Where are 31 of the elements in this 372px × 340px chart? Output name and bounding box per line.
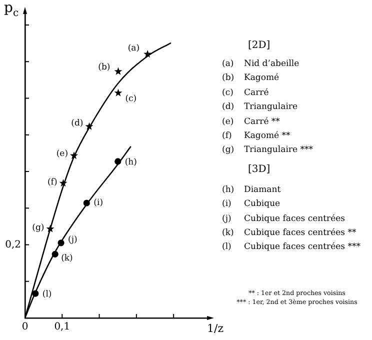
- annotation: (a): [128, 43, 140, 54]
- text: 0,2: [5, 239, 21, 250]
- annotation: (g): [32, 223, 44, 234]
- annotation: (l): [42, 290, 52, 300]
- x-tick-label: 0: [22, 322, 28, 333]
- text: (k) Cubique faces centrées **: [222, 228, 356, 238]
- annotation: (h): [124, 158, 137, 168]
- annotation: (b): [98, 62, 110, 73]
- annotation: (j): [68, 235, 78, 246]
- text: (b) Kagomé: [222, 73, 280, 86]
- text: (i) Cubique: [222, 199, 280, 210]
- annotation: (c): [125, 94, 137, 104]
- annotation: (i): [94, 198, 104, 208]
- text: (d) Triangulaire: [222, 102, 299, 114]
- text: (e) Carré **: [222, 116, 280, 127]
- x-axis-title: 1/z: [207, 322, 224, 335]
- text: (j) Cubique faces centrées: [222, 214, 346, 224]
- y-axis-title: p$_{c}$: [4, 0, 19, 19]
- text: [3D]: [247, 162, 272, 177]
- text: (f) Kagomé **: [222, 130, 290, 141]
- text: (h) Diamant: [222, 184, 282, 197]
- annotation: (k): [61, 253, 73, 264]
- text: (c) Carré: [222, 88, 269, 98]
- text: [2D]: [247, 40, 272, 53]
- text: (l) Cubique faces centrées ***: [222, 242, 360, 252]
- x-tick-label: 0,1: [54, 322, 70, 333]
- text: (a) Nid d’abeille: [222, 59, 300, 69]
- annotation: (f): [47, 177, 58, 188]
- text: (g) Triangulaire ***: [222, 145, 314, 158]
- annotation: (d): [71, 118, 84, 129]
- annotation: (e): [56, 148, 68, 159]
